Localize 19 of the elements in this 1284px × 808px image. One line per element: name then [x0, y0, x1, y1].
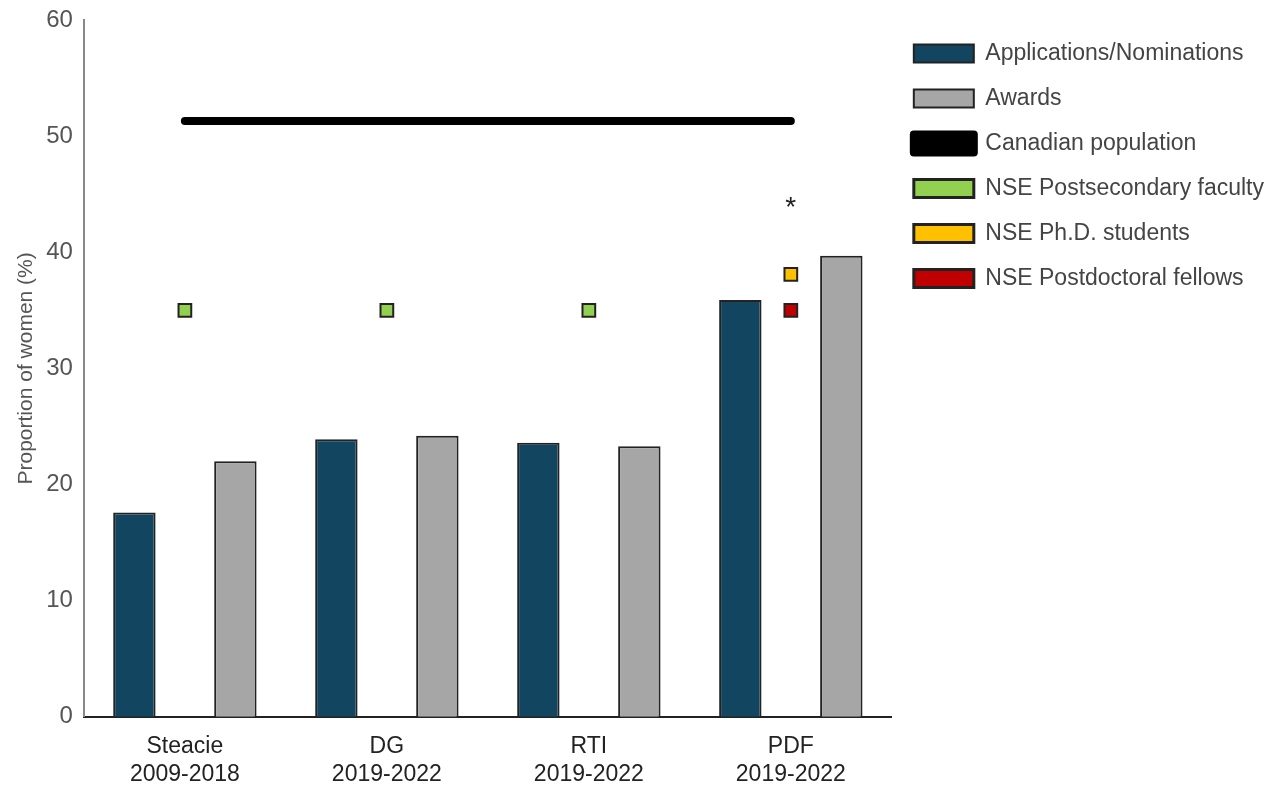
y-tick-label: 0 — [59, 701, 73, 729]
y-tick-label: 60 — [46, 4, 73, 32]
legend-label: Canadian population — [985, 128, 1197, 155]
legend-label: NSE Postdoctoral fellows — [985, 263, 1244, 290]
y-tick-label: 10 — [46, 585, 73, 613]
legend-label: NSE Ph.D. students — [985, 218, 1190, 245]
y-axis-title: Proportion of women (%) — [13, 252, 37, 485]
x-tick-label: RTI 2019-2022 — [533, 731, 644, 786]
x-tick-label: PDF 2019-2022 — [735, 731, 846, 786]
y-tick-label: 50 — [46, 120, 73, 148]
annotation: * — [785, 190, 797, 222]
x-tick-label: Steacie 2009-2018 — [129, 731, 240, 786]
y-tick-label: 20 — [46, 469, 73, 497]
y-tick-label: 40 — [46, 236, 73, 264]
y-tick-label: 30 — [46, 353, 73, 381]
x-tick-label: DG 2019-2022 — [331, 731, 442, 786]
legend-label: NSE Postsecondary faculty — [985, 173, 1265, 200]
legend-label: Awards — [985, 83, 1062, 110]
legend-label: Applications/Nominations — [985, 38, 1244, 65]
